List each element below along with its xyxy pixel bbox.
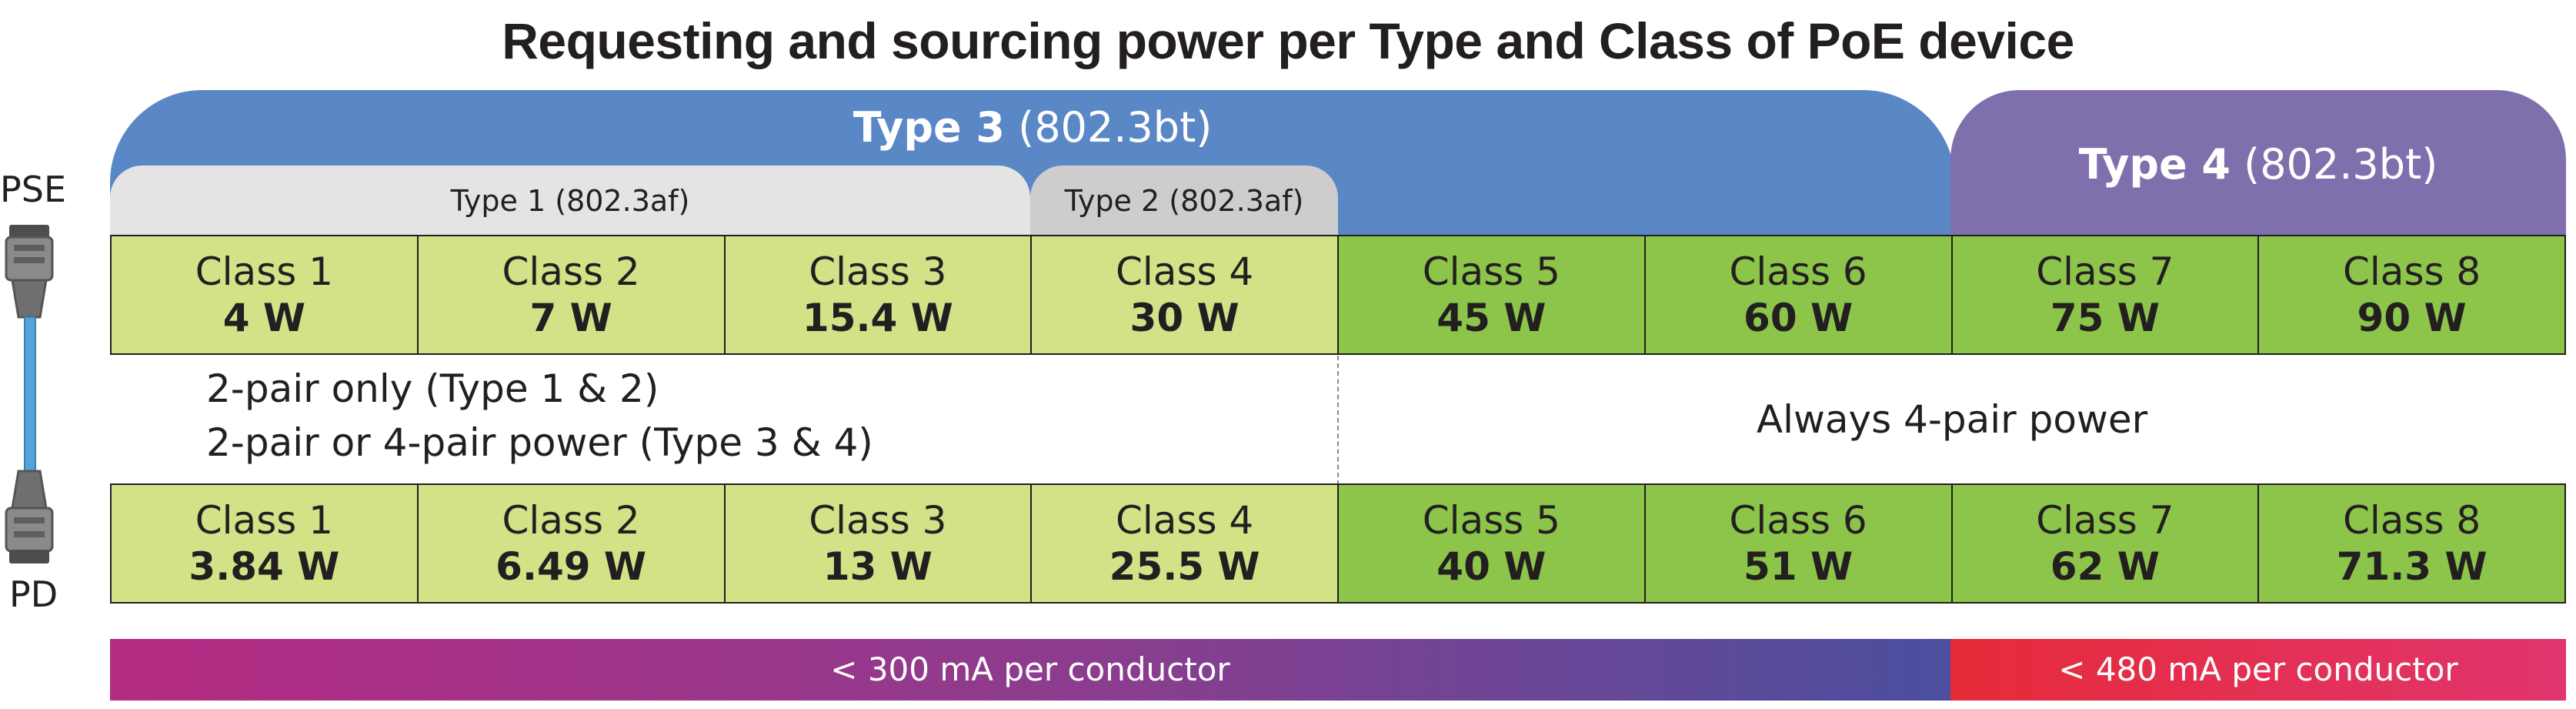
type4-header: Type 4 (802.3bt) (1950, 90, 2566, 236)
class-power: 25.5 W (1109, 544, 1260, 589)
class-name: Class 1 (195, 498, 333, 543)
pd-class-cell: Class 1 3.84 W (112, 485, 419, 602)
type2-label: Type 2 (802.3af) (1064, 184, 1304, 218)
class-name: Class 5 (1422, 498, 1560, 543)
class-name: Class 1 (195, 249, 333, 294)
class-name: Class 6 (1729, 249, 1867, 294)
class-power: 15.4 W (802, 296, 953, 340)
class-power: 7 W (529, 296, 612, 340)
pse-class-cell: Class 3 15.4 W (725, 236, 1033, 353)
pd-class-cell: Class 8 71.3 W (2259, 485, 2564, 602)
pse-class-cell: Class 7 75 W (1952, 236, 2260, 353)
pairing-divider (1337, 356, 1339, 485)
pse-class-cell: Class 5 45 W (1339, 236, 1646, 353)
class-power: 90 W (2357, 296, 2467, 340)
pairing-note-line2: 2-pair or 4-pair power (Type 3 & 4) (206, 420, 873, 465)
cable-line (24, 316, 36, 472)
type3-standard: (802.3bt) (1004, 103, 1213, 152)
pairing-note-right: Always 4-pair power (1756, 397, 2148, 442)
pse-class-cell: Class 6 60 W (1645, 236, 1953, 353)
class-power: 3.84 W (189, 544, 340, 589)
class-power: 51 W (1743, 544, 1854, 589)
pd-label: PD (9, 574, 58, 615)
class-name: Class 7 (2036, 498, 2174, 543)
type3-name: Type 3 (853, 103, 1005, 152)
type1-label: Type 1 (802.3af) (450, 184, 690, 218)
class-name: Class 2 (502, 249, 640, 294)
class-power: 75 W (2050, 296, 2160, 340)
pd-class-cell: Class 6 51 W (1645, 485, 1953, 602)
class-power: 30 W (1130, 296, 1240, 340)
class-name: Class 7 (2036, 249, 2174, 294)
current-bar-480ma: < 480 mA per conductor (1950, 639, 2566, 701)
class-power: 13 W (823, 544, 933, 589)
diagram-title: Requesting and sourcing power per Type a… (502, 12, 2074, 69)
class-power: 45 W (1436, 296, 1547, 340)
class-name: Class 8 (2343, 498, 2481, 543)
pd-class-cell: Class 4 25.5 W (1032, 485, 1339, 602)
pd-class-row: Class 1 3.84 W Class 2 6.49 W Class 3 13 W … (110, 483, 2566, 604)
ethernet-cable-icon (5, 225, 54, 564)
class-name: Class 4 (1116, 498, 1254, 543)
pse-label: PSE (0, 169, 67, 210)
class-power: 6.49 W (496, 544, 647, 589)
class-power: 40 W (1436, 544, 1547, 589)
class-power: 62 W (2050, 544, 2160, 589)
class-name: Class 3 (809, 249, 947, 294)
type3-label: Type 3 (802.3bt) (110, 101, 1955, 155)
class-name: Class 3 (809, 498, 947, 543)
current-bar-300ma: < 300 mA per conductor (110, 639, 1950, 701)
class-name: Class 5 (1422, 249, 1560, 294)
type4-label: Type 4 (802.3bt) (1950, 138, 2566, 192)
class-power: 60 W (1743, 296, 1854, 340)
type4-standard: (802.3bt) (2230, 140, 2438, 189)
class-power: 71.3 W (2336, 544, 2488, 589)
pse-class-cell: Class 4 30 W (1032, 236, 1339, 353)
pse-class-cell: Class 8 90 W (2259, 236, 2564, 353)
type1-header: Type 1 (802.3af) (110, 166, 1030, 236)
class-name: Class 2 (502, 498, 640, 543)
pd-class-cell: Class 5 40 W (1339, 485, 1646, 602)
type4-name: Type 4 (2078, 140, 2231, 189)
class-power: 4 W (222, 296, 306, 340)
pairing-note-left: 2-pair only (Type 1 & 2) 2-pair or 4-pai… (206, 362, 873, 470)
pd-plug-icon (5, 470, 54, 564)
class-name: Class 6 (1729, 498, 1867, 543)
class-name: Class 4 (1116, 249, 1254, 294)
class-name: Class 8 (2343, 249, 2481, 294)
type2-header: Type 2 (802.3af) (1030, 166, 1338, 236)
pd-class-cell: Class 7 62 W (1952, 485, 2260, 602)
pd-class-cell: Class 3 13 W (725, 485, 1033, 602)
pse-plug-icon (5, 225, 54, 319)
pairing-note-line1: 2-pair only (Type 1 & 2) (206, 366, 659, 411)
pd-class-cell: Class 2 6.49 W (418, 485, 726, 602)
